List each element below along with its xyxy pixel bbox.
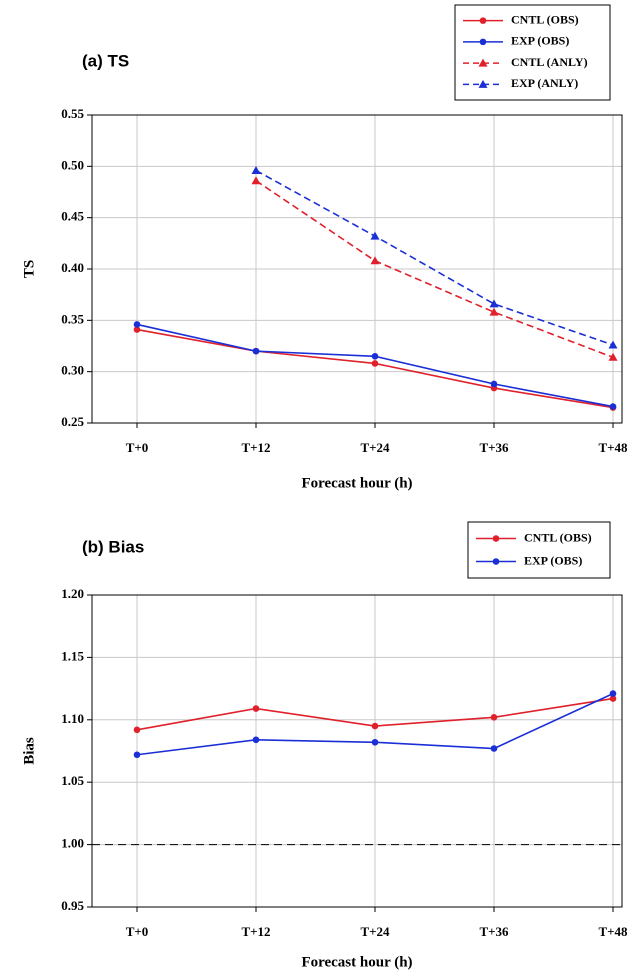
data-point	[133, 726, 141, 734]
x-tick-label: T+48	[598, 924, 628, 939]
x-tick-label: T+12	[241, 924, 270, 939]
x-tick-label: T+36	[479, 440, 509, 455]
data-point	[609, 403, 617, 410]
y-tick-label: 0.25	[61, 414, 84, 429]
legend-text: CNTL (OBS)	[524, 530, 592, 544]
data-point	[133, 326, 141, 333]
legend-text: CNTL (OBS)	[511, 12, 579, 26]
series-line	[255, 169, 614, 346]
legend-marker	[479, 38, 487, 46]
legend-marker	[492, 558, 500, 565]
y-tick-label: 1.00	[61, 836, 84, 851]
data-point	[133, 321, 141, 328]
legend-text: EXP (OBS)	[511, 34, 569, 48]
data-point	[490, 745, 498, 752]
legend-box	[467, 521, 611, 579]
y-tick-label: 0.40	[61, 260, 84, 275]
data-point	[489, 299, 499, 308]
x-tick-label: T+48	[598, 440, 628, 455]
data-point	[489, 307, 499, 316]
x-tick-label: T+12	[241, 440, 270, 455]
y-tick-label: 0.35	[61, 311, 84, 326]
y-tick-label: 1.05	[61, 773, 84, 788]
data-point	[371, 722, 379, 730]
x-tick-label: T+24	[360, 924, 390, 939]
data-point	[608, 352, 618, 361]
legend-marker	[479, 17, 487, 24]
data-point	[251, 176, 261, 185]
data-point	[609, 695, 617, 702]
plot-frame	[91, 114, 623, 424]
chart-title: (a) TS	[82, 51, 129, 70]
legend-text: EXP (ANLY)	[511, 76, 578, 90]
y-tick-label: 0.55	[61, 106, 84, 121]
data-point	[252, 705, 260, 712]
data-point	[252, 736, 260, 744]
data-point	[133, 751, 141, 759]
series-line	[255, 180, 614, 359]
y-axis-label: TS	[21, 260, 37, 278]
y-tick-label: 0.50	[61, 157, 84, 172]
chart-title: (b) Bias	[82, 537, 144, 556]
data-point	[371, 360, 379, 367]
data-point	[371, 738, 379, 746]
legend-text: CNTL (ANLY)	[511, 55, 588, 69]
y-tick-label: 0.45	[61, 209, 84, 224]
legend-text: EXP (OBS)	[524, 553, 582, 567]
x-tick-label: T+0	[126, 440, 149, 455]
data-point	[490, 714, 498, 721]
legend-marker	[478, 79, 488, 88]
x-tick-label: T+24	[360, 440, 390, 455]
y-tick-label: 1.20	[61, 586, 84, 601]
data-point	[370, 231, 380, 240]
data-point	[251, 165, 261, 174]
y-tick-label: 0.95	[61, 898, 84, 913]
data-point	[608, 340, 618, 349]
data-point	[371, 352, 379, 360]
x-axis-label: Forecast hour (h)	[301, 954, 412, 970]
legend-marker	[492, 535, 500, 542]
x-axis-label: Forecast hour (h)	[301, 475, 412, 491]
y-tick-label: 0.30	[61, 363, 84, 378]
legend-marker	[478, 58, 488, 67]
plot-frame	[91, 594, 623, 908]
x-tick-label: T+36	[479, 924, 509, 939]
y-tick-label: 1.10	[61, 711, 84, 726]
x-tick-label: T+0	[126, 924, 149, 939]
data-point	[609, 690, 617, 697]
y-axis-label: Bias	[21, 737, 37, 765]
data-point	[370, 256, 380, 265]
y-tick-label: 1.15	[61, 648, 84, 663]
data-point	[490, 380, 498, 388]
data-point	[252, 347, 260, 355]
